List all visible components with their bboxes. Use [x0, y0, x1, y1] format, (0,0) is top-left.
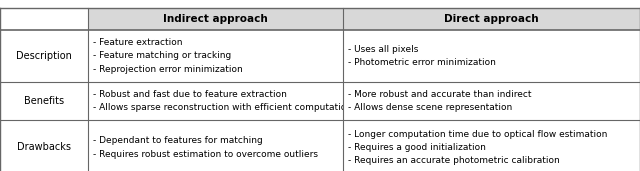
Text: - More robust and accurate than indirect
- Allows dense scene representation: - More robust and accurate than indirect… — [348, 90, 531, 112]
Text: Description: Description — [16, 51, 72, 61]
Text: Drawbacks: Drawbacks — [17, 142, 71, 153]
Bar — [343, 8, 640, 30]
Text: - Dependant to features for matching
- Requires robust estimation to overcome ou: - Dependant to features for matching - R… — [93, 136, 318, 159]
Text: - Robust and fast due to feature extraction
- Allows sparse reconstruction with : - Robust and fast due to feature extract… — [93, 90, 352, 112]
Bar — [88, 8, 343, 30]
Text: - Uses all pixels
- Photometric error minimization: - Uses all pixels - Photometric error mi… — [348, 45, 496, 67]
Text: Direct approach: Direct approach — [444, 14, 539, 24]
Text: - Longer computation time due to optical flow estimation
- Requires a good initi: - Longer computation time due to optical… — [348, 130, 607, 165]
Text: - Feature extraction
- Feature matching or tracking
- Reprojection error minimiz: - Feature extraction - Feature matching … — [93, 38, 243, 74]
Text: Benefits: Benefits — [24, 96, 64, 106]
Text: Indirect approach: Indirect approach — [163, 14, 268, 24]
